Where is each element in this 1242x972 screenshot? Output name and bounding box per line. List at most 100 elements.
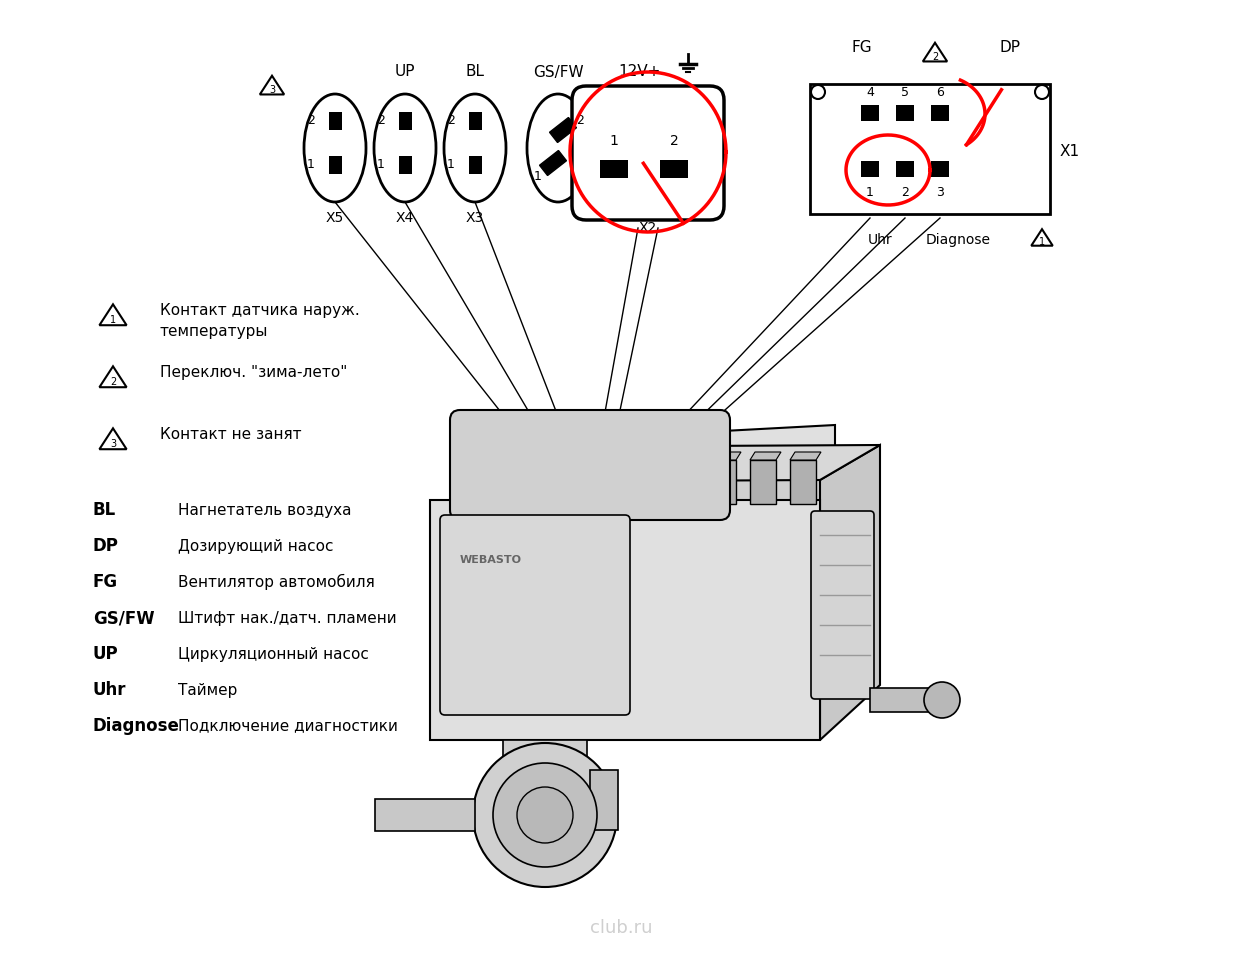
Polygon shape — [539, 151, 566, 176]
Bar — [329, 156, 342, 174]
Bar — [503, 740, 587, 820]
Circle shape — [473, 743, 617, 887]
Text: Uhr: Uhr — [868, 233, 892, 247]
Text: Нагнетатель воздуха: Нагнетатель воздуха — [178, 503, 351, 517]
Polygon shape — [820, 445, 881, 740]
FancyBboxPatch shape — [450, 410, 730, 520]
Bar — [895, 105, 914, 121]
Bar — [329, 112, 342, 130]
Text: 2: 2 — [109, 377, 116, 387]
Bar — [399, 112, 412, 130]
Bar — [469, 112, 482, 130]
Polygon shape — [555, 425, 835, 455]
Text: температуры: температуры — [160, 324, 268, 338]
Polygon shape — [549, 118, 576, 143]
Text: Подключение диагностики: Подключение диагностики — [178, 718, 397, 734]
Bar — [869, 688, 940, 712]
Text: 2: 2 — [307, 114, 315, 126]
Text: 2: 2 — [378, 114, 385, 126]
Text: BL: BL — [466, 64, 484, 80]
Text: Вентилятор автомобиля: Вентилятор автомобиля — [178, 573, 375, 590]
Text: Diagnose: Diagnose — [925, 233, 991, 247]
Polygon shape — [590, 452, 621, 460]
Bar — [430, 500, 820, 740]
Text: Diagnose: Diagnose — [93, 717, 180, 735]
Text: Таймер: Таймер — [178, 682, 237, 698]
Bar — [375, 799, 474, 831]
Text: 6: 6 — [936, 86, 944, 98]
Text: X2: X2 — [638, 221, 657, 235]
Text: 2: 2 — [669, 134, 678, 148]
Text: Штифт нак./датч. пламени: Штифт нак./датч. пламени — [178, 610, 396, 626]
Text: DP: DP — [93, 537, 119, 555]
Text: 1: 1 — [378, 157, 385, 170]
Text: 1: 1 — [534, 169, 542, 183]
Bar — [669, 460, 696, 504]
Bar — [932, 105, 949, 121]
Text: DP: DP — [1000, 41, 1021, 55]
Bar — [861, 105, 879, 121]
Circle shape — [517, 787, 573, 843]
Text: 12V+: 12V+ — [619, 64, 661, 80]
Text: WEBASTO: WEBASTO — [460, 555, 522, 565]
Text: FG: FG — [93, 573, 118, 591]
Text: 1: 1 — [307, 157, 315, 170]
Text: 2: 2 — [576, 114, 584, 126]
Text: Циркуляционный насос: Циркуляционный насос — [178, 646, 369, 662]
Ellipse shape — [443, 94, 505, 202]
Text: X3: X3 — [466, 211, 484, 225]
Text: Контакт датчика наруж.: Контакт датчика наруж. — [160, 302, 360, 318]
Text: FG: FG — [852, 41, 872, 55]
Text: 2: 2 — [900, 186, 909, 198]
Circle shape — [493, 763, 597, 867]
Text: Контакт не занят: Контакт не занят — [160, 427, 302, 441]
Text: BL: BL — [93, 501, 117, 519]
Polygon shape — [450, 445, 881, 482]
Bar — [600, 160, 628, 178]
Bar — [535, 455, 845, 513]
Bar — [790, 460, 816, 504]
Circle shape — [811, 85, 825, 99]
Text: 5: 5 — [900, 86, 909, 98]
Bar — [750, 460, 776, 504]
Text: 1: 1 — [610, 134, 619, 148]
Bar — [660, 160, 688, 178]
Text: Дозирующий насос: Дозирующий насос — [178, 538, 334, 553]
Text: 4: 4 — [866, 86, 874, 98]
Text: 1: 1 — [1040, 236, 1045, 247]
Polygon shape — [750, 452, 781, 460]
Text: Uhr: Uhr — [93, 681, 127, 699]
Polygon shape — [710, 452, 741, 460]
Bar — [932, 161, 949, 177]
Polygon shape — [630, 452, 661, 460]
Bar — [469, 156, 482, 174]
Text: club.ru: club.ru — [590, 919, 652, 937]
Text: 1: 1 — [111, 315, 116, 325]
Bar — [810, 84, 1049, 214]
Text: X4: X4 — [396, 211, 414, 225]
Bar — [710, 460, 737, 504]
Text: X5: X5 — [325, 211, 344, 225]
Text: Переключ. "зима-лето": Переключ. "зима-лето" — [160, 364, 348, 379]
Text: 3: 3 — [936, 186, 944, 198]
Text: 2: 2 — [932, 52, 938, 61]
Text: GS/FW: GS/FW — [533, 64, 584, 80]
FancyBboxPatch shape — [440, 515, 630, 715]
Text: 3: 3 — [270, 85, 274, 94]
Text: 1: 1 — [866, 186, 874, 198]
Bar — [590, 770, 619, 830]
Bar — [895, 161, 914, 177]
Text: UP: UP — [93, 645, 119, 663]
Text: X1: X1 — [1059, 145, 1081, 159]
Text: GS/FW: GS/FW — [93, 609, 154, 627]
Text: 1: 1 — [447, 157, 455, 170]
Circle shape — [924, 682, 960, 718]
Polygon shape — [790, 452, 821, 460]
Bar — [861, 161, 879, 177]
Bar — [399, 156, 412, 174]
FancyBboxPatch shape — [573, 86, 724, 220]
Polygon shape — [550, 452, 581, 460]
Polygon shape — [669, 452, 700, 460]
Bar — [630, 460, 656, 504]
Text: UP: UP — [395, 64, 415, 80]
